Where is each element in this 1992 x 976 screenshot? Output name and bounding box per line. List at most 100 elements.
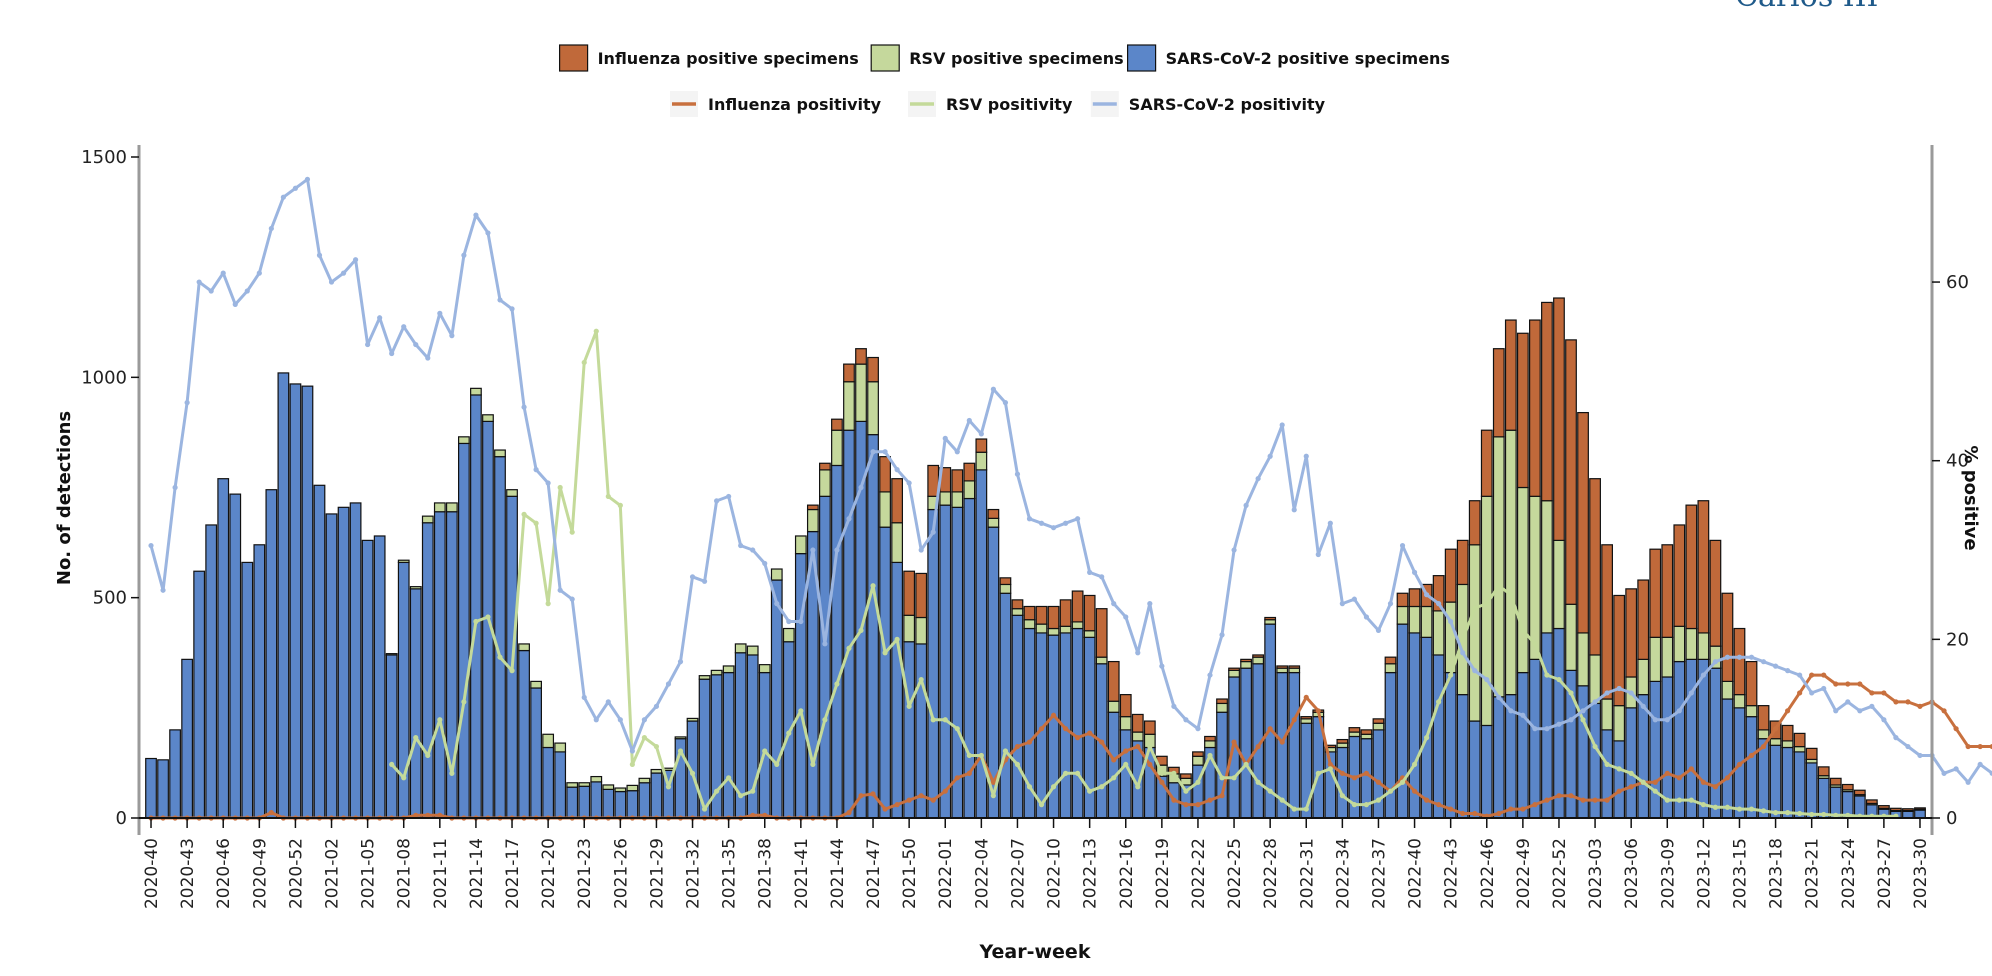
point-rsv-positivity [557,484,563,491]
bar-sars-cov-2-positive-specimens [229,493,242,819]
point-rsv-positivity [1195,779,1201,785]
bar-rsv-positive-specimens [1204,740,1216,749]
bar-rsv-positive-specimens [1035,623,1048,634]
bar-rsv-positive-specimens [1107,700,1120,713]
x-tick-label: 2023-06 [1622,838,1642,909]
point-influenza-positivity [918,793,924,799]
point-influenza-positivity [1375,779,1382,785]
point-rsv-positivity [714,788,720,794]
point-sars-cov-2-positivity [196,279,202,285]
point-influenza-positivity [1255,743,1261,750]
bar-influenza-positive-specimens [1625,588,1638,678]
bar-sars-cov-2-positive-specimens [1432,654,1445,819]
point-rsv-positivity [605,493,611,500]
point-sars-cov-2-positivity [641,717,648,723]
point-rsv-positivity [882,650,888,656]
bar-rsv-positive-specimens [1733,694,1746,709]
bar-sars-cov-2-positive-specimens [470,394,482,819]
x-tick-label: 2021-26 [611,838,631,909]
point-sars-cov-2-positivity [172,484,178,491]
point-sars-cov-2-positivity [786,618,792,625]
bar-influenza-positive-specimens [1348,727,1361,733]
point-sars-cov-2-positivity [1399,542,1406,549]
bar-influenza-positive-specimens [999,577,1012,586]
point-rsv-positivity [533,520,539,526]
x-tick-label: 2021-08 [395,838,415,909]
point-rsv-positivity [1050,784,1057,790]
point-sars-cov-2-positivity [1123,614,1129,620]
point-sars-cov-2-positivity [244,288,250,294]
point-influenza-positivity [966,770,972,776]
bar-sars-cov-2-positive-specimens [1601,729,1613,819]
point-influenza-positivity [1544,797,1550,803]
point-sars-cov-2-positivity [292,185,299,191]
bar-sars-cov-2-positive-specimens [1793,751,1806,819]
point-influenza-positivity [1472,810,1478,817]
point-sars-cov-2-positivity [810,547,816,553]
bar-sars-cov-2-positive-specimens [1709,667,1722,819]
point-rsv-positivity [822,717,828,723]
point-influenza-positivity [846,810,852,816]
x-axis-title: Year-week [979,941,1091,963]
point-rsv-positivity [1785,810,1791,816]
point-rsv-positivity [918,676,924,683]
bar-sars-cov-2-positive-specimens [1625,707,1638,819]
bar-rsv-positive-specimens [1047,627,1060,636]
bar-sars-cov-2-positive-specimens [494,456,506,819]
bar-rsv-positive-specimens [638,777,651,784]
bar-influenza-positive-specimens [891,478,904,524]
bar-rsv-positive-specimens [1192,755,1204,766]
bar-sars-cov-2-positive-specimens [939,504,952,819]
bar-sars-cov-2-positive-specimens [1240,667,1252,819]
point-rsv-positivity [1664,797,1670,803]
bar-sars-cov-2-positive-specimens [409,588,422,819]
point-influenza-positivity [1857,681,1863,687]
point-rsv-positivity [1556,676,1562,683]
bar-sars-cov-2-positive-specimens [458,442,470,819]
point-rsv-positivity [401,775,407,781]
bar-rsv-positive-specimens [1661,636,1674,678]
point-influenza-positivity [1207,797,1213,803]
bar-rsv-positive-specimens [674,736,687,740]
bar-rsv-positive-specimens [1721,680,1734,700]
x-tick-label: 2022-04 [972,838,992,909]
point-influenza-positivity [1219,793,1225,799]
x-tick-label: 2020-43 [178,838,198,909]
x-tick-label: 2022-43 [1442,838,1462,909]
bar-sars-cov-2-positive-specimens [181,658,194,819]
point-sars-cov-2-positivity [1050,525,1057,531]
bar-influenza-positive-specimens [1661,544,1674,638]
point-influenza-positivity [882,806,888,812]
bar-sars-cov-2-positive-specimens [361,539,374,819]
point-rsv-positivity [1508,592,1514,598]
point-influenza-positivity [1724,775,1731,781]
point-influenza-positivity [1339,770,1345,776]
point-sars-cov-2-positivity [593,717,599,723]
y-axis-title: No. of detections [54,411,75,585]
legend-label-influenza-positivity: Influenza positivity [708,95,882,114]
bar-influenza-positive-specimens [1733,627,1746,696]
bar-influenza-positive-specimens [1408,588,1421,608]
bar-sars-cov-2-positive-specimens [421,522,434,819]
point-sars-cov-2-positivity [473,212,479,218]
point-influenza-positivity [1087,730,1093,736]
bar-rsv-positive-specimens [1023,619,1036,630]
bar-rsv-positive-specimens [951,491,964,508]
point-influenza-positivity [1785,708,1791,714]
y2-tick-label: 60 [1946,272,1969,293]
point-rsv-positivity [1099,784,1105,790]
point-rsv-positivity [1026,784,1033,790]
point-sars-cov-2-positivity [894,467,900,473]
x-tick-label: 2022-37 [1369,838,1389,909]
point-rsv-positivity [1231,775,1237,781]
point-sars-cov-2-positivity [232,301,238,307]
legend-lines: Influenza positivity RSV positivity SARS-C… [670,91,1326,117]
plot-area [145,176,1992,821]
point-influenza-positivity [1351,775,1357,781]
point-sars-cov-2-positivity [978,431,984,437]
point-sars-cov-2-positivity [184,400,190,406]
point-sars-cov-2-positivity [1075,516,1081,522]
point-influenza-positivity [1075,735,1081,741]
point-sars-cov-2-positivity [316,252,323,258]
bar-sars-cov-2-positive-specimens [1914,809,1926,819]
